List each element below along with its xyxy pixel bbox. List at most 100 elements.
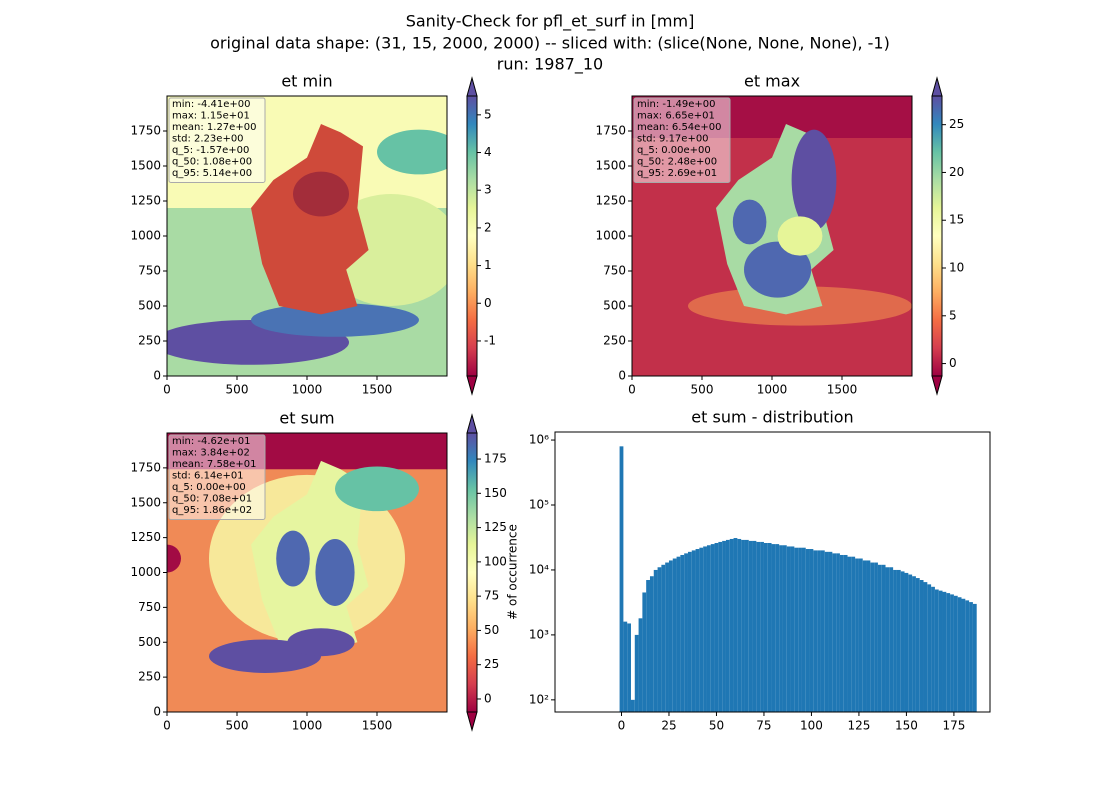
- x-tick-label: 25: [661, 719, 676, 733]
- histogram-bar: [763, 542, 768, 712]
- stats-line: q_95: 2.69e+01: [637, 168, 717, 179]
- map-region: [293, 171, 349, 217]
- colorbar-extend: [931, 375, 943, 396]
- histogram-bar: [657, 567, 662, 712]
- y-tick-label: 250: [138, 334, 161, 348]
- histogram-bar: [638, 618, 643, 712]
- histogram-bar: [972, 603, 977, 712]
- colorbar-tick-label: 175: [484, 452, 507, 466]
- histogram-bar: [748, 540, 753, 712]
- x-tick-label: 100: [800, 719, 823, 733]
- stats-line: max: 6.65e+01: [637, 111, 715, 122]
- map-region: [791, 129, 837, 231]
- y-tick-label: 500: [603, 299, 626, 313]
- x-tick-label: 0: [163, 719, 171, 733]
- y-tick-label: 1500: [130, 159, 161, 173]
- map-region: [167, 544, 181, 573]
- x-tick-label: 500: [691, 383, 714, 397]
- stats-line: mean: 1.27e+00: [172, 122, 256, 133]
- colorbar: [467, 96, 477, 376]
- colorbar-extend: [466, 711, 478, 732]
- axes-frame: [554, 431, 991, 713]
- x-tick-label: 75: [756, 719, 771, 733]
- stats-line: q_95: 5.14e+00: [172, 168, 252, 179]
- histogram-bar: [790, 546, 795, 712]
- y-tick-label: 0: [153, 369, 161, 383]
- y-tick-label: 10⁵: [529, 497, 549, 511]
- plot-area: [632, 96, 912, 376]
- stats-line: min: -4.41e+00: [172, 99, 251, 110]
- histogram-bar: [699, 547, 704, 712]
- y-tick-label: 10²: [529, 692, 549, 706]
- histogram-bar: [877, 564, 882, 712]
- histogram-bar: [866, 560, 871, 712]
- x-tick-label: 175: [942, 719, 965, 733]
- histogram-bar: [801, 547, 806, 712]
- histogram-bar: [725, 539, 730, 712]
- histogram-bar: [752, 540, 757, 712]
- stats-line: mean: 6.54e+00: [637, 122, 721, 133]
- histogram-bar: [824, 551, 829, 712]
- histogram-bar: [695, 549, 700, 712]
- stats-box: [168, 434, 266, 520]
- stats-line: q_5: 0.00e+00: [172, 482, 246, 493]
- histogram-bar: [809, 549, 814, 712]
- axes-title: et sum: [279, 409, 334, 428]
- histogram-bar: [931, 586, 935, 712]
- plot-area: [167, 96, 447, 376]
- histogram-bar: [687, 551, 692, 712]
- x-tick-label: 500: [226, 383, 249, 397]
- histogram-bar: [706, 545, 711, 712]
- histogram-bar: [775, 544, 780, 712]
- x-tick-label: 500: [226, 719, 249, 733]
- colorbar-frame: [931, 95, 943, 377]
- histogram-bar: [896, 569, 901, 712]
- colorbar-tick-label: 75: [484, 589, 499, 603]
- histogram-bar: [851, 556, 856, 712]
- y-tick-label: 0: [153, 705, 161, 719]
- stats-line: std: 9.17e+00: [637, 134, 709, 145]
- colorbar-tick-label: 2: [484, 220, 492, 234]
- histogram-bar: [839, 554, 844, 712]
- map-region: [276, 530, 310, 587]
- stats-line: q_50: 2.48e+00: [637, 157, 717, 168]
- histogram-bar: [786, 546, 791, 712]
- colorbar-tick-label: 0: [484, 296, 492, 310]
- histogram-bar: [623, 621, 628, 712]
- stats-line: max: 1.15e+01: [172, 111, 250, 122]
- histogram-bar: [722, 540, 726, 712]
- histogram-bar: [870, 562, 875, 712]
- x-tick-label: 0: [628, 383, 636, 397]
- histogram-bar: [649, 576, 654, 712]
- histogram-bar: [779, 545, 783, 712]
- histogram-bar: [627, 623, 631, 712]
- histogram-bar: [744, 539, 749, 712]
- colorbar-frame: [466, 95, 478, 377]
- histogram-bar: [855, 558, 859, 712]
- map-region: [251, 303, 419, 337]
- y-tick-label: 1750: [130, 460, 161, 474]
- histogram-bar: [672, 558, 677, 712]
- histogram-bar: [661, 564, 666, 712]
- stats-box: [168, 97, 266, 183]
- histogram-bar: [813, 550, 818, 712]
- y-tick-label: 10⁶: [529, 433, 549, 447]
- histogram-bar: [946, 593, 951, 712]
- histogram-bar: [646, 580, 650, 712]
- histogram-bar: [665, 562, 669, 712]
- colorbar-extend: [466, 375, 478, 396]
- x-tick-label: 125: [847, 719, 870, 733]
- histogram-bar: [817, 550, 821, 712]
- colorbar: [467, 433, 477, 712]
- y-tick-label: 10⁴: [529, 562, 549, 576]
- histogram-bar: [710, 544, 715, 712]
- map-region: [335, 466, 419, 512]
- histogram-bar: [680, 554, 685, 712]
- x-tick-label: 0: [618, 719, 626, 733]
- map-region: [377, 129, 447, 175]
- y-tick-label: 1000: [595, 229, 626, 243]
- y-tick-label: 1750: [595, 124, 626, 138]
- stats-line: std: 6.14e+01: [172, 471, 244, 482]
- histogram-bar: [805, 549, 810, 712]
- x-tick-label: 1500: [362, 383, 393, 397]
